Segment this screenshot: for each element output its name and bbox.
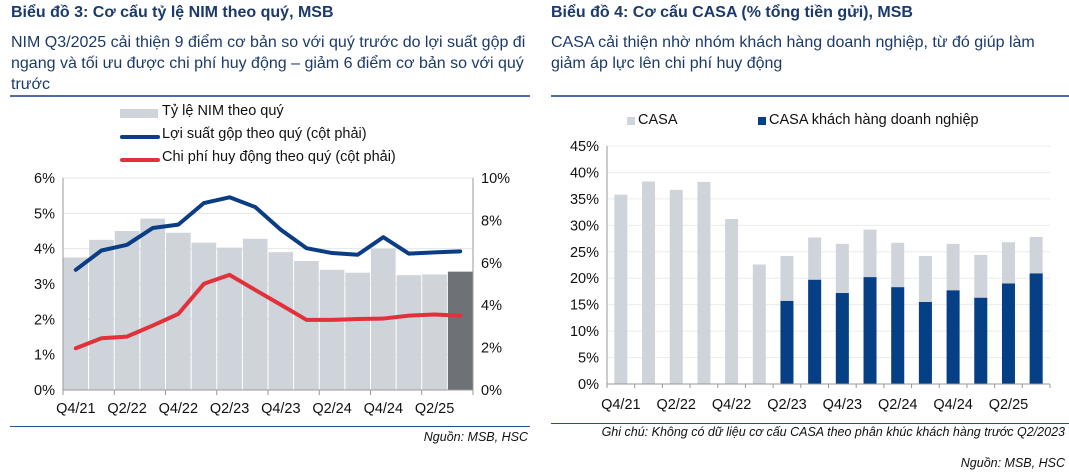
right-note: Ghi chú: Không có dữ liệu cơ cấu CASA th… [601, 425, 1065, 439]
y-left-tick-label: 2% [34, 312, 55, 328]
left-bottom-divider [10, 426, 530, 427]
left-divider [10, 95, 530, 97]
casa-corporate-bar [780, 300, 794, 384]
nim-bar [447, 271, 473, 390]
y-left-tick-label: 4% [34, 242, 55, 258]
nim-bar [114, 231, 140, 390]
casa-corporate-bar [835, 293, 849, 384]
x-tick-label: Q2/23 [767, 397, 807, 413]
y-tick-label: 0% [578, 377, 599, 393]
y-tick-label: 45% [570, 139, 599, 155]
y-right-tick-label: 8% [481, 213, 502, 229]
y-left-tick-label: 6% [34, 171, 55, 187]
legend-swatch-cost [120, 158, 160, 162]
nim-bar [191, 242, 217, 390]
legend-label-cost: Chi phí huy động theo quý (cột phải) [162, 149, 396, 165]
x-tick-label: Q4/24 [364, 401, 404, 417]
y-tick-label: 40% [570, 165, 599, 181]
y-tick-label: 25% [570, 245, 599, 261]
right-bottom-divider [551, 423, 1069, 424]
y-tick-label: 5% [578, 351, 599, 367]
legend-swatch-casa [627, 117, 635, 125]
left-chart-subtitle: NIM Q3/2025 cải thiện 9 điểm cơ bản so v… [11, 34, 526, 93]
x-tick-label: Q2/22 [656, 397, 696, 413]
nim-bar [89, 239, 114, 390]
x-tick-label: Q4/22 [712, 397, 752, 413]
y-left-tick-label: 3% [34, 277, 55, 293]
x-tick-label: Q4/21 [56, 401, 96, 417]
y-right-tick-label: 4% [481, 298, 502, 314]
casa-bar [697, 181, 711, 384]
nim-chart: 0% 1% 2% 3% 4% 5% 6% 0% 2% 4% 6% 8% 10% Q4/21 Q2/22 Q4/… [34, 171, 510, 417]
nim-bar [396, 275, 422, 390]
casa-corporate-bar [918, 302, 932, 384]
legend-label-corporate: CASA khách hàng doanh nghiệp [769, 112, 979, 128]
legend-label-casa: CASA [638, 112, 678, 128]
x-tick-label: Q2/24 [312, 401, 352, 417]
nim-bar [294, 261, 319, 390]
left-source: Nguồn: MSB, HSC [423, 430, 528, 444]
casa-bar [642, 181, 656, 384]
nim-bar [242, 238, 268, 390]
legend-swatch-corporate [758, 117, 766, 125]
x-tick-label: Q4/23 [261, 401, 301, 417]
yield-line [73, 195, 463, 272]
right-chart-title: Biểu đồ 4: Cơ cấu CASA (% tổng tiền gửi)… [551, 4, 913, 21]
nim-bar [422, 274, 447, 390]
x-tick-label: Q2/25 [415, 401, 455, 417]
x-tick-label: Q2/25 [989, 397, 1029, 413]
casa-corporate-bar [946, 290, 960, 384]
nim-bar [63, 257, 89, 390]
y-tick-label: 20% [570, 271, 599, 287]
nim-bar [345, 272, 370, 390]
x-tick-label: Q4/22 [159, 401, 199, 417]
y-left-tick-label: 0% [34, 383, 55, 399]
legend-swatch-yield [120, 135, 160, 139]
legend-label-yield: Lợi suất gộp theo quý (cột phải) [162, 126, 367, 142]
nim-bar [140, 218, 165, 390]
nim-bar [268, 252, 294, 390]
x-tick-label: Q2/24 [878, 397, 918, 413]
casa-bar [669, 189, 683, 384]
casa-bar [614, 194, 628, 384]
x-tick-label: Q2/23 [210, 401, 250, 417]
casa-corporate-bar [1001, 283, 1015, 384]
y-tick-label: 35% [570, 192, 599, 208]
y-left-tick-label: 1% [34, 348, 55, 364]
casa-corporate-bar [891, 287, 905, 384]
legend-label-nim: Tỷ lệ NIM theo quý [162, 103, 284, 119]
casa-bar [752, 264, 766, 384]
nim-bar [319, 269, 345, 390]
cost-line [73, 272, 463, 351]
right-divider [551, 95, 1069, 97]
casa-corporate-bar [808, 279, 822, 384]
y-right-tick-label: 2% [481, 341, 502, 357]
nim-bar [217, 247, 242, 390]
y-right-tick-label: 10% [481, 171, 510, 187]
casa-corporate-bar [974, 297, 988, 384]
right-source: Nguồn: MSB, HSC [960, 456, 1065, 470]
y-right-tick-label: 0% [481, 383, 502, 399]
right-chart-subtitle: CASA cải thiện nhờ nhóm khách hàng doanh… [551, 34, 1035, 72]
x-tick-label: Q4/21 [601, 397, 641, 413]
x-tick-label: Q4/23 [823, 397, 863, 413]
y-right-tick-label: 6% [481, 256, 502, 272]
left-chart-title: Biểu đồ 3: Cơ cấu tỷ lệ NIM theo quý, MS… [11, 4, 334, 21]
legend-swatch-nim [120, 109, 158, 118]
y-tick-label: 15% [570, 298, 599, 314]
y-tick-label: 30% [570, 218, 599, 234]
casa-corporate-bar [1029, 273, 1043, 384]
casa-corporate-bar [863, 277, 877, 384]
y-tick-label: 10% [570, 324, 599, 340]
x-tick-label: Q2/22 [107, 401, 147, 417]
y-left-tick-label: 5% [34, 206, 55, 222]
casa-bar [725, 218, 739, 384]
casa-chart: 0% 5% 10% 15% 20% 25% 30% 35% 40% 45% Q4/21 Q2/22 Q4… [570, 139, 1051, 413]
x-tick-label: Q4/24 [933, 397, 973, 413]
